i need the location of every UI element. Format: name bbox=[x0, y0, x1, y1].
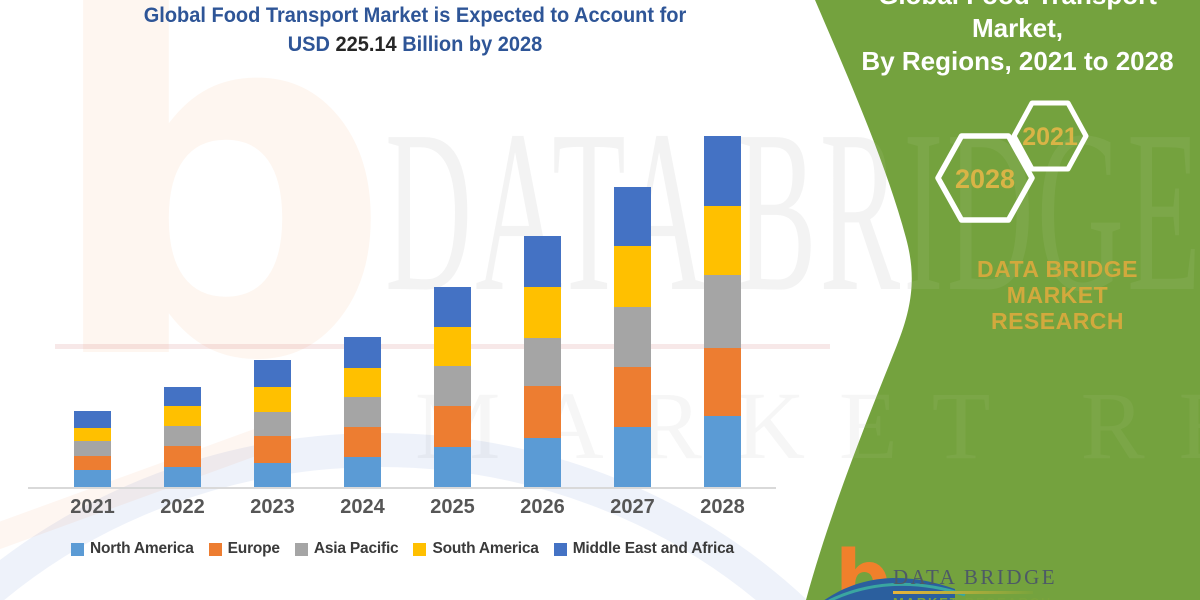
bar-segment bbox=[74, 411, 111, 429]
panel-heading: Global Food Transport Market, By Regions… bbox=[840, 0, 1195, 78]
usd-value: 225.14 bbox=[335, 32, 397, 56]
legend-label: Middle East and Africa bbox=[572, 540, 734, 557]
bar-segment bbox=[254, 462, 291, 487]
title-line-1: Global Food Transport Market is Expected… bbox=[143, 3, 687, 27]
bar-segment bbox=[524, 286, 561, 338]
bar-segment bbox=[344, 397, 381, 428]
bar-segment bbox=[704, 136, 741, 207]
bar-segment bbox=[704, 206, 741, 276]
legend-swatch bbox=[294, 542, 308, 556]
plot-area: 2021 2022 2023 2024 2025 2026 2027 2028 bbox=[28, 136, 776, 518]
bar-segment bbox=[434, 326, 471, 366]
bar-segment bbox=[704, 275, 741, 348]
bar-segment bbox=[164, 467, 201, 487]
legend-label: Europe bbox=[227, 540, 280, 557]
bar-segment bbox=[614, 186, 651, 246]
legend-item: North America bbox=[71, 540, 194, 558]
bar-segment bbox=[434, 405, 471, 447]
footer-brand-sub: MARKET RESEARCH bbox=[893, 595, 1052, 600]
bar-segment bbox=[344, 367, 381, 398]
legend: North America Europe Asia Pacific South Ame… bbox=[25, 540, 780, 558]
title-line-2: USD 225.14 Billion by 2028 bbox=[29, 30, 801, 59]
legend-item: South America bbox=[413, 540, 539, 558]
legend-label: South America bbox=[432, 540, 539, 557]
x-axis-label: 2024 bbox=[340, 496, 385, 518]
legend-item: Middle East and Africa bbox=[553, 540, 734, 558]
x-axis-label: 2025 bbox=[430, 496, 475, 518]
footer-swoosh-icon bbox=[824, 577, 966, 600]
legend-swatch bbox=[553, 542, 567, 556]
brand-line-1: DATA BRIDGE MARKET bbox=[977, 256, 1138, 308]
footer-brand-name: DATA BRIDGE bbox=[893, 565, 1058, 589]
bar-segment bbox=[614, 306, 651, 367]
bar-segment bbox=[344, 457, 381, 487]
usd-prefix: USD bbox=[287, 32, 336, 56]
bar-segment bbox=[344, 337, 381, 368]
bar-segment bbox=[704, 416, 741, 487]
legend-swatch bbox=[413, 542, 427, 556]
bar-segment bbox=[344, 427, 381, 458]
x-axis-label: 2022 bbox=[160, 496, 205, 518]
bar-segment bbox=[74, 455, 111, 470]
legend-swatch bbox=[71, 542, 85, 556]
bar-segment bbox=[254, 387, 291, 412]
bar-segment bbox=[254, 436, 291, 463]
brand-line-2: RESEARCH bbox=[990, 308, 1125, 334]
legend-label: North America bbox=[90, 540, 194, 557]
bar-segment bbox=[524, 337, 561, 386]
bar-segment bbox=[614, 366, 651, 427]
bar-segment bbox=[74, 441, 111, 456]
bar-segment bbox=[164, 387, 201, 407]
legend-item: Europe bbox=[208, 540, 280, 558]
bar-segment bbox=[164, 446, 201, 468]
bar-segment bbox=[164, 406, 201, 427]
panel-heading-line-2: By Regions, 2021 to 2028 bbox=[861, 46, 1174, 76]
bar-segment bbox=[434, 446, 471, 487]
legend-swatch bbox=[208, 542, 222, 556]
bar-segment bbox=[164, 426, 201, 447]
bar-segment bbox=[434, 365, 471, 406]
bar-segment bbox=[74, 428, 111, 441]
x-axis-line bbox=[28, 487, 776, 489]
x-axis-label: 2021 bbox=[70, 496, 115, 518]
bar-segment bbox=[74, 470, 111, 487]
bar-segment bbox=[524, 437, 561, 487]
usd-suffix: Billion by 2028 bbox=[396, 32, 543, 56]
x-axis-label: 2028 bbox=[700, 496, 745, 518]
panel-heading-line-1: Global Food Transport Market, bbox=[878, 0, 1157, 43]
bar-segment bbox=[704, 347, 741, 417]
footer-brand-underline bbox=[893, 591, 1033, 594]
bar-segment bbox=[614, 426, 651, 487]
footer-logo: b DATA BRIDGE MARKET RESEARCH bbox=[815, 535, 1200, 600]
x-axis-label: 2027 bbox=[610, 496, 655, 518]
x-axis-label: 2026 bbox=[520, 496, 565, 518]
x-axis-label: 2023 bbox=[250, 496, 295, 518]
bar-segment bbox=[254, 412, 291, 437]
bar-segment bbox=[524, 235, 561, 287]
bar-segment bbox=[524, 385, 561, 438]
bar-segment bbox=[434, 286, 471, 327]
page-title: Global Food Transport Market is Expected… bbox=[29, 1, 801, 59]
brand-text: DATA BRIDGE MARKET RESEARCH bbox=[930, 256, 1185, 334]
bar-segment bbox=[254, 360, 291, 388]
legend-item: Asia Pacific bbox=[294, 540, 399, 558]
legend-label: Asia Pacific bbox=[313, 540, 399, 557]
bar-segment bbox=[614, 245, 651, 307]
